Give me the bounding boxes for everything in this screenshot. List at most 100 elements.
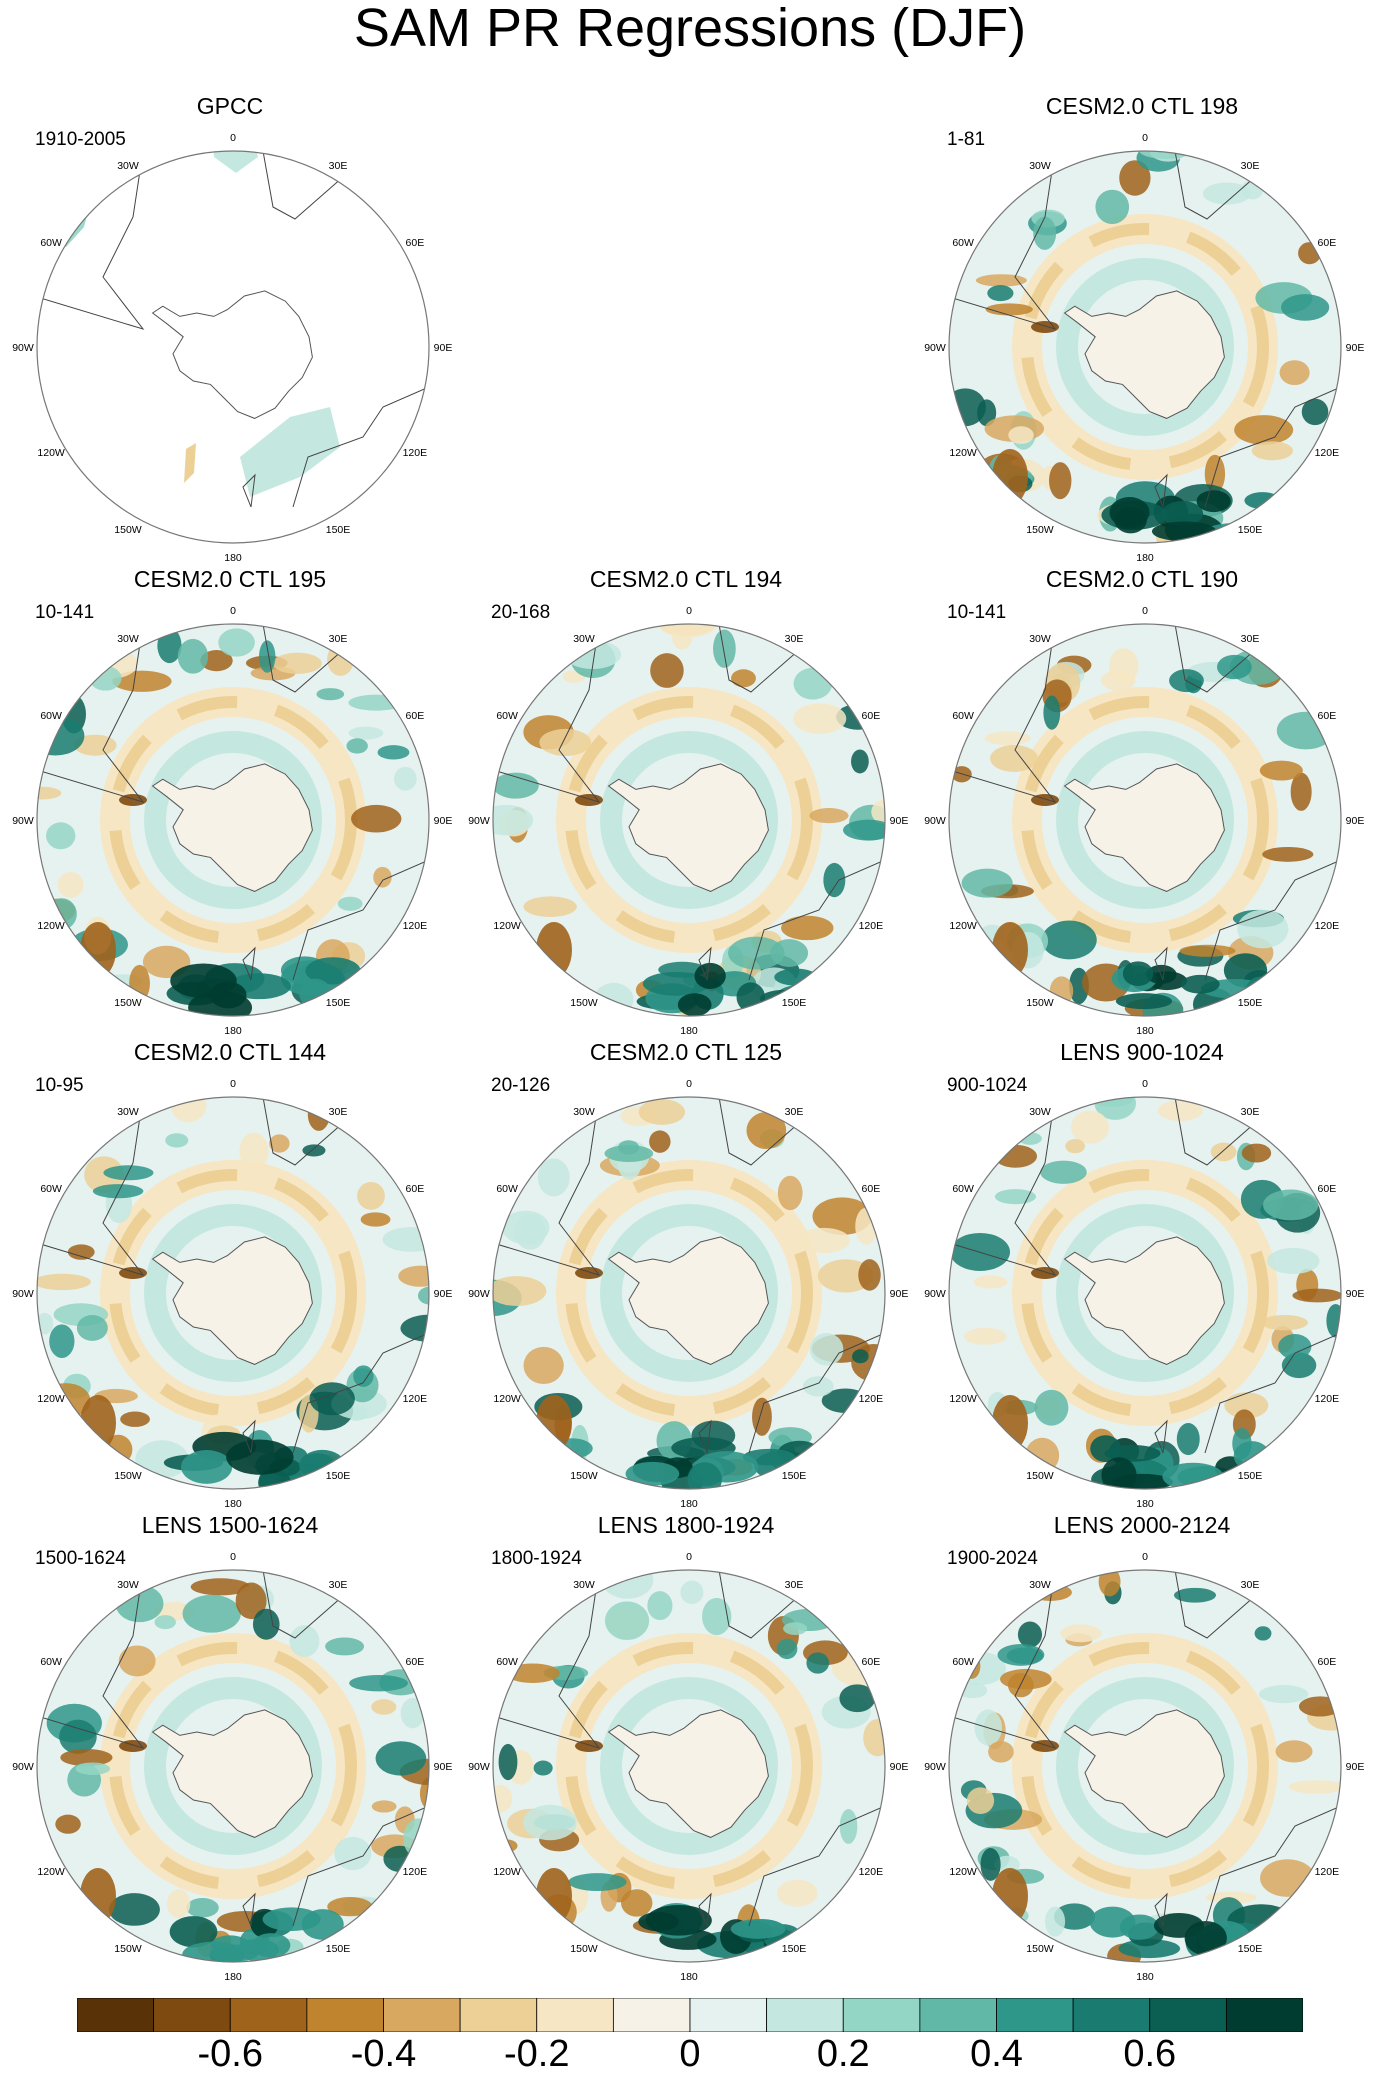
precip-anomaly [994, 1189, 1037, 1205]
longitude-label: 120W [493, 920, 521, 932]
precip-anomaly [154, 1615, 176, 1630]
antarctica-coastline [1063, 290, 1225, 419]
colorbar-tick: -0.6 [197, 2033, 263, 2075]
precip-anomaly [776, 1638, 798, 1660]
australia-coastline [1204, 859, 1341, 981]
precip-anomaly [235, 1582, 267, 1620]
precip-anomaly [730, 1918, 786, 1939]
longitude-label: 60E [1318, 237, 1337, 249]
map-border [492, 623, 886, 1017]
precip-anomaly [992, 922, 1028, 978]
precip-anomaly [1008, 426, 1034, 444]
precip-anomaly [539, 728, 592, 756]
panel-title: CESM2.0 CTL 125 [589, 1039, 783, 1065]
land-anomaly [212, 151, 258, 173]
longitude-label: 0 [230, 132, 236, 144]
longitude-label: 0 [230, 1078, 236, 1090]
precip-anomaly [949, 388, 986, 427]
panel-period: 10-141 [35, 602, 95, 623]
longitude-label: 30W [573, 1106, 595, 1118]
precip-anomaly [325, 1637, 365, 1656]
longitude-label: 30W [573, 633, 595, 645]
precip-anomaly [1298, 1696, 1341, 1717]
precip-anomaly [1260, 1859, 1315, 1897]
precip-anomaly [1176, 1422, 1200, 1456]
precip-anomaly [568, 1873, 627, 1892]
precip-anomaly [108, 1893, 160, 1926]
longitude-label: 90W [924, 1761, 946, 1773]
longitude-label: 30E [1241, 160, 1260, 172]
longitude-label: 30E [785, 1579, 804, 1591]
precip-anomaly [327, 642, 354, 676]
dry-ring-core [565, 1642, 813, 1890]
precip-anomaly [797, 1227, 850, 1254]
polar-map: 0 30E 60E 90E 120E 150E 180 150W 120W 90W 60W 30W [12, 1551, 452, 1983]
precip-anomaly [1115, 993, 1173, 1010]
precip-anomaly [493, 1276, 547, 1306]
precip-anomaly [777, 1175, 803, 1211]
longitude-label: 90W [12, 815, 34, 827]
longitude-label: 0 [230, 605, 236, 617]
longitude-label: 60E [406, 237, 425, 249]
colorbar-swatch [536, 1997, 614, 2033]
panel-period: 900-1024 [947, 1075, 1028, 1096]
precip-anomaly [493, 772, 539, 799]
precip-anomaly [1224, 1392, 1269, 1419]
longitude-label: 120W [37, 447, 65, 459]
longitude-label: 90E [1346, 1761, 1365, 1773]
longitude-label: 60E [862, 1183, 881, 1195]
precip-anomaly [182, 1941, 246, 1962]
precip-anomaly [975, 274, 1027, 287]
precip-anomaly [994, 1144, 1038, 1168]
precip-anomaly [687, 1462, 722, 1489]
colorbar-swatch [306, 1997, 384, 2033]
precip-anomaly [1041, 920, 1097, 960]
precip-anomaly [806, 1652, 830, 1674]
precip-anomaly [992, 449, 1028, 505]
longitude-label: 180 [680, 1498, 698, 1510]
precip-anomaly [731, 669, 756, 688]
precip-anomaly [1173, 1587, 1217, 1603]
longitude-label: 30E [1241, 1579, 1260, 1591]
longitude-label: 0 [1142, 132, 1148, 144]
precip-anomaly [1118, 1939, 1181, 1959]
south-america-coastline [493, 624, 601, 803]
africa-coastline [262, 1097, 344, 1166]
precip-anomaly [961, 868, 1013, 898]
precip-anomaly [502, 1210, 550, 1245]
precip-anomaly [403, 1818, 429, 1859]
australia-coastline [292, 859, 429, 981]
longitude-label: 60E [862, 710, 881, 722]
longitude-label: 60E [1318, 710, 1337, 722]
longitude-label: 120E [1315, 1393, 1340, 1405]
new-zealand-coastline [698, 1892, 712, 1927]
colorbar-tick-labels: -0.6 -0.4 -0.2 0 0.2 0.4 0.6 [0, 2032, 1380, 2082]
precip-anomaly [75, 1762, 111, 1776]
longitude-label: 120E [1315, 1866, 1340, 1878]
precip-anomaly [990, 744, 1038, 772]
precip-anomaly [1281, 1352, 1317, 1379]
longitude-label: 150E [326, 997, 351, 1009]
longitude-label: 60W [496, 710, 518, 722]
colorbar-tick: 0.6 [1123, 2033, 1177, 2075]
precip-anomaly [985, 303, 1033, 316]
longitude-label: 60W [40, 1183, 62, 1195]
precip-anomaly [186, 1898, 219, 1918]
longitude-label: 150E [326, 1470, 351, 1482]
antarctica-coastline [1063, 1709, 1225, 1838]
precip-anomaly [1301, 398, 1329, 426]
longitude-label: 0 [1142, 1078, 1148, 1090]
precip-anomaly [400, 1698, 425, 1729]
precip-anomaly [618, 1140, 640, 1155]
africa-coastline [262, 624, 344, 693]
precip-anomaly [1233, 1441, 1271, 1471]
precip-anomaly [377, 745, 410, 760]
longitude-label: 0 [686, 1551, 692, 1563]
colorbar-swatch [1072, 1997, 1151, 2033]
longitude-label: 60E [862, 1656, 881, 1668]
longitude-label: 150E [782, 1470, 807, 1482]
map-border [948, 1569, 1342, 1963]
precip-anomaly [200, 650, 233, 672]
precip-anomaly [1259, 1685, 1309, 1704]
longitude-label: 0 [1142, 605, 1148, 617]
